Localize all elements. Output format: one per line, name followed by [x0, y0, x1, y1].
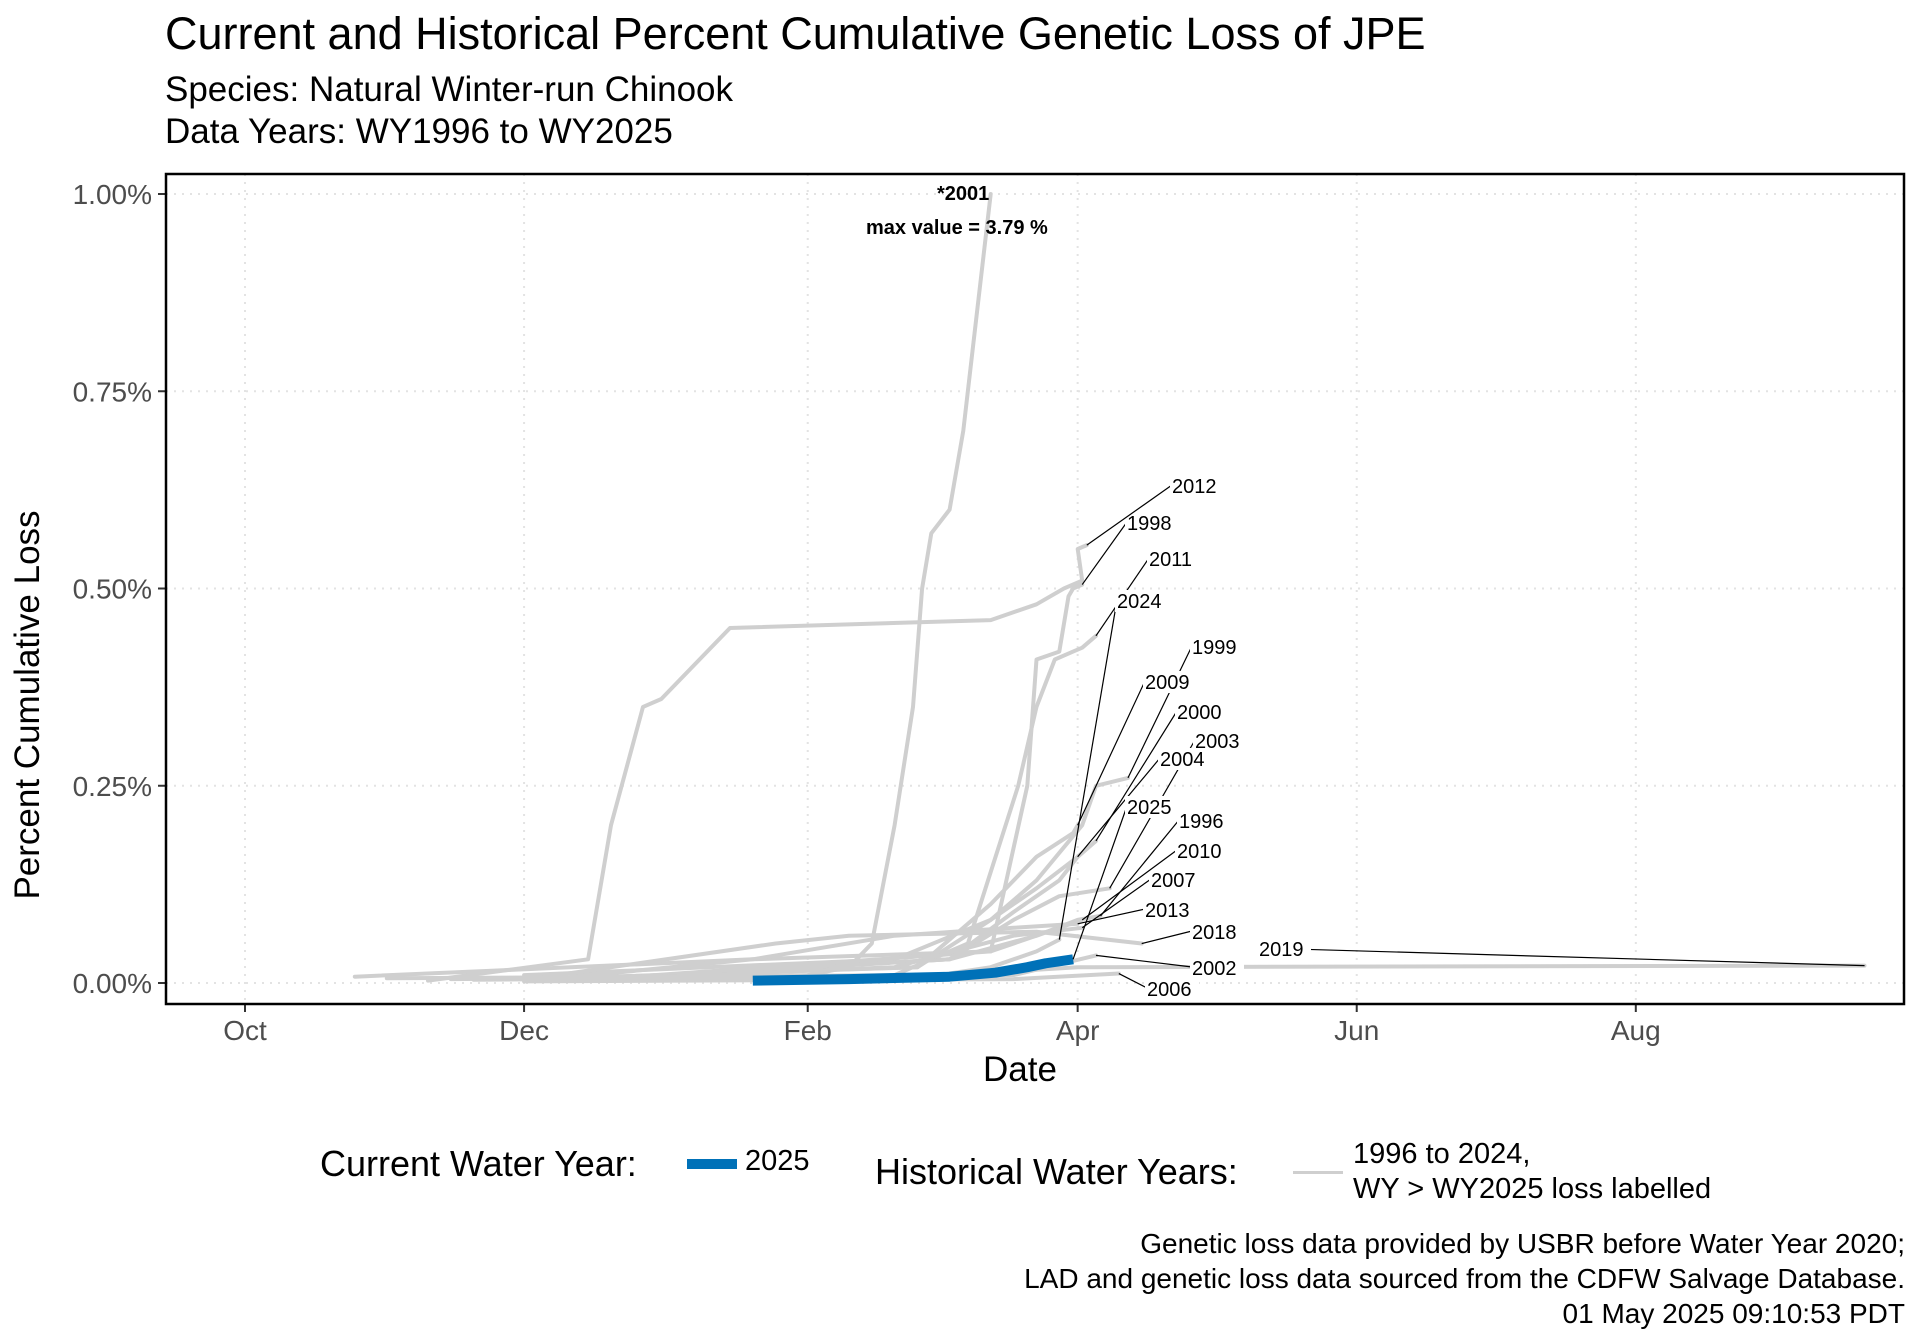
series-label-1999: 1999 — [1192, 637, 1237, 659]
legend-current-swatch — [687, 1159, 737, 1169]
series-label-2011: 2011 — [1149, 549, 1192, 571]
x-tick-label: Apr — [1056, 1015, 1100, 1046]
label-bg-2010 — [1175, 840, 1229, 862]
series-label-2006: 2006 — [1147, 979, 1192, 1001]
series-label-2009: 2009 — [1145, 672, 1190, 694]
legend-current-label: 2025 — [745, 1145, 810, 1177]
series-label-1996: 1996 — [1179, 811, 1224, 833]
annotation-2001: *2001 — [937, 183, 989, 205]
label-bg-2009 — [1143, 671, 1197, 693]
series-label-2010: 2010 — [1177, 841, 1222, 863]
caption-source-2: LAD and genetic loss data sourced from t… — [1024, 1263, 1905, 1294]
legend-historical-label-line2: WY > WY2025 loss labelled — [1353, 1173, 1712, 1205]
y-tick-label: 0.00% — [73, 968, 152, 999]
legend-historical-label-line1: 1996 to 2024, — [1353, 1138, 1531, 1170]
label-leader-1996 — [1100, 819, 1180, 917]
plot-border — [164, 172, 1906, 1006]
series-label-2012: 2012 — [1172, 476, 1217, 498]
label-bg-2018 — [1190, 921, 1244, 943]
label-leader-2006 — [1118, 972, 1148, 989]
label-bg-2012 — [1170, 475, 1224, 497]
x-tick-label: Dec — [499, 1015, 549, 1046]
label-bg-2011 — [1147, 548, 1201, 570]
series-label-2024: 2024 — [1117, 591, 1162, 613]
label-bg-2006 — [1145, 978, 1199, 1000]
series-label-2002: 2002 — [1192, 958, 1237, 980]
chart-subtitle-species: Species: Natural Winter-run Chinook — [165, 70, 734, 109]
historical-series — [352, 192, 1867, 984]
series-label-2004: 2004 — [1160, 749, 1205, 771]
x-axis-label: Date — [983, 1050, 1057, 1089]
series-label-2018: 2018 — [1192, 922, 1237, 944]
series-label-2000: 2000 — [1177, 702, 1222, 724]
y-tick-label: 0.25% — [73, 771, 152, 802]
series-line-2025 — [752, 954, 1074, 986]
legend-historical-title: Historical Water Years: — [875, 1151, 1238, 1192]
label-bg-2000 — [1175, 701, 1229, 723]
chart-subtitle-years: Data Years: WY1996 to WY2025 — [165, 112, 673, 151]
x-tick-label: Jun — [1334, 1015, 1379, 1046]
series-line-1998 — [352, 582, 1085, 979]
series-label-2013: 2013 — [1145, 900, 1190, 922]
label-bg-2004 — [1158, 748, 1212, 770]
annotation-max-value: max value = 3.79 % — [866, 217, 1048, 239]
label-leader-2002 — [1095, 954, 1193, 968]
grid — [166, 174, 1904, 1004]
series-line-2018 — [522, 929, 1144, 982]
label-leader-2025 — [1072, 805, 1128, 960]
series-label-2007: 2007 — [1151, 870, 1196, 892]
series-label-2025: 2025 — [1127, 797, 1172, 819]
label-bg-2013 — [1143, 899, 1197, 921]
x-tick-label: Feb — [784, 1015, 832, 1046]
x-tick-label: Aug — [1611, 1015, 1661, 1046]
label-leader-2012 — [1086, 484, 1173, 546]
label-bg-2019 — [1257, 938, 1311, 960]
series-line-2012 — [426, 543, 1089, 983]
label-leader-2013 — [1077, 908, 1146, 925]
label-leader-2007 — [1081, 878, 1152, 929]
x-tick-label: Oct — [223, 1015, 267, 1046]
legend-current-title: Current Water Year: — [320, 1143, 637, 1184]
label-bg-2003 — [1193, 730, 1247, 752]
label-leader-2018 — [1141, 930, 1193, 945]
y-tick-label: 1.00% — [73, 179, 152, 210]
label-leader-2009 — [1077, 680, 1146, 826]
series-label-1998: 1998 — [1127, 513, 1172, 535]
label-leader-2000 — [1095, 710, 1178, 842]
label-leader-2024 — [1058, 599, 1118, 940]
label-bg-1996 — [1177, 810, 1231, 832]
current-series — [752, 954, 1074, 986]
label-bg-2002 — [1190, 957, 1244, 979]
series-line-2001 — [650, 192, 993, 982]
label-bg-2007 — [1149, 869, 1203, 891]
series-label-2003: 2003 — [1195, 731, 1240, 753]
series-line-2006 — [522, 971, 1121, 984]
label-leader-1998 — [1081, 521, 1128, 585]
legend-historical-swatch — [1293, 1171, 1343, 1174]
label-bg-1999 — [1190, 636, 1244, 658]
axes: 0.00% 0.25% 0.50% 0.75% 1.00% Oct Dec Feb Apr Jun… — [73, 172, 1906, 1046]
label-bg-1998 — [1125, 512, 1179, 534]
label-bg-2024 — [1115, 590, 1169, 612]
y-tick-label: 0.50% — [73, 574, 152, 605]
label-leader-2010 — [1081, 849, 1178, 921]
label-leader-1999 — [1127, 645, 1193, 779]
label-leader-2019 — [1258, 947, 1865, 967]
series-label-2019: 2019 — [1259, 939, 1304, 961]
chart-title: Current and Historical Percent Cumulativ… — [165, 8, 1426, 59]
label-leader-2004 — [1077, 757, 1161, 858]
label-bg-2025 — [1125, 796, 1179, 818]
caption-timestamp: 01 May 2025 09:10:53 PDT — [1562, 1298, 1905, 1329]
y-tick-label: 0.75% — [73, 376, 152, 407]
caption-source-1: Genetic loss data provided by USBR befor… — [1140, 1228, 1905, 1259]
